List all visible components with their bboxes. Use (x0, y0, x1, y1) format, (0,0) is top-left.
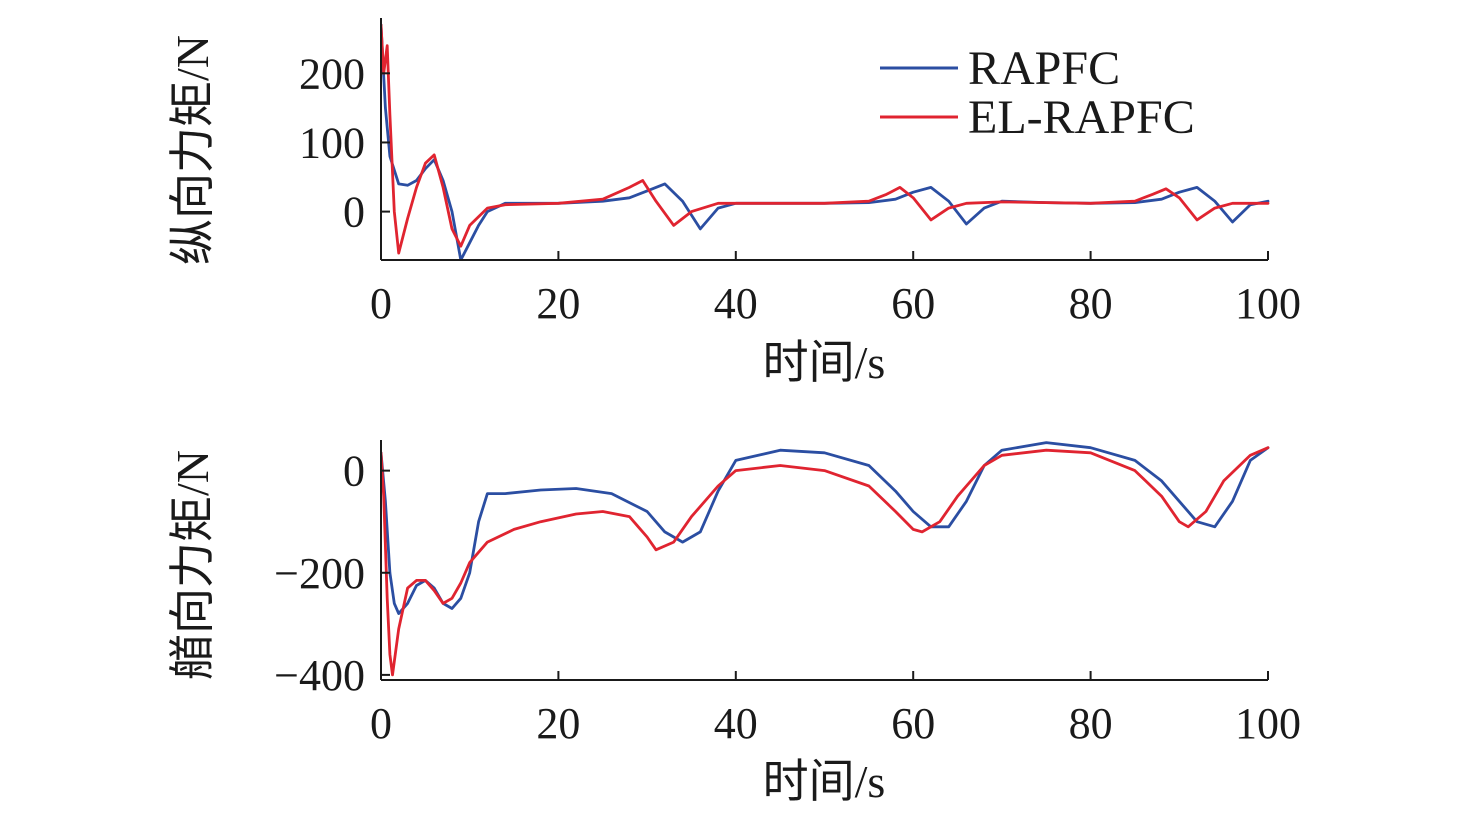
longitudinal-moment-plot: 0 20 40 60 80 100 0 100 200 时间/s 纵向力矩/N RAPFC EL… (167, 18, 1301, 388)
legend-label-rapfc: RAPFC (968, 42, 1120, 95)
y-tick-label: 100 (299, 118, 365, 167)
y-tick-label: 0 (343, 188, 365, 237)
series-line-el-rapfc (381, 446, 1270, 677)
x-tick-label: 100 (1235, 699, 1301, 748)
heading-moment-plot: 0 20 40 60 80 100 0 −200 −400 时间/s 艏向力矩/N (167, 440, 1301, 807)
x-tick-label: 80 (1069, 699, 1113, 748)
x-tick-label: 40 (714, 279, 758, 328)
y-axis-label: 纵向力矩/N (167, 35, 218, 265)
x-tick-label: 40 (714, 699, 758, 748)
legend-label-el-rapfc: EL-RAPFC (968, 91, 1195, 144)
x-tick-label: 60 (891, 699, 935, 748)
y-tick-label: −400 (274, 651, 365, 700)
x-tick-label: 0 (370, 699, 392, 748)
x-axis-label: 时间/s (763, 337, 886, 388)
x-tick-label: 0 (370, 279, 392, 328)
x-tick-label: 20 (536, 699, 580, 748)
x-tick-label: 20 (536, 279, 580, 328)
x-tick-label: 80 (1069, 279, 1113, 328)
y-tick-label: 0 (343, 447, 365, 496)
y-tick-label: −200 (274, 549, 365, 598)
y-tick-label: 200 (299, 49, 365, 98)
legend: RAPFC EL-RAPFC (880, 42, 1195, 144)
x-tick-label: 60 (891, 279, 935, 328)
series-line-el-rapfc (381, 23, 1270, 255)
x-tick-label: 100 (1235, 279, 1301, 328)
y-axis-label: 艏向力矩/N (167, 450, 218, 680)
x-axis-label: 时间/s (763, 756, 886, 807)
